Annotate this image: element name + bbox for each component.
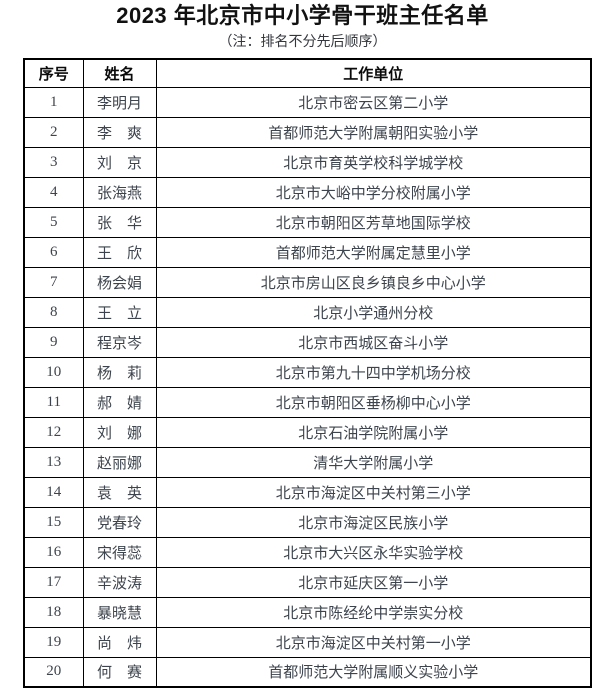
work-unit-cell: 清华大学附属小学 [155,446,592,478]
teacher-name-cell: 赵丽娜 [82,446,157,478]
teacher-name-cell: 宋得蕊 [82,536,157,568]
work-unit-cell: 北京市海淀区中关村第三小学 [155,476,592,508]
teacher-name-cell: 王 立 [82,296,157,328]
work-unit-cell: 北京市大峪中学分校附属小学 [155,176,592,208]
serial-number-cell: 7 [23,266,84,298]
table-row: 14 袁 英北京市海淀区中关村第三小学 [23,476,592,508]
teacher-name-cell: 王 欣 [82,236,157,268]
teacher-name-cell: 程京岑 [82,326,157,358]
col-header-name: 姓名 [82,58,157,88]
teacher-name-cell: 党春玲 [82,506,157,538]
table-row: 7 杨会娟 北京市房山区良乡镇良乡中心小学 [23,266,592,298]
work-unit-cell: 北京市朝阳区芳草地国际学校 [155,206,592,238]
work-unit-cell: 北京石油学院附属小学 [155,416,592,448]
serial-number-cell: 9 [23,326,84,358]
teacher-name-cell: 李 爽 [82,116,157,148]
work-unit-cell: 首都师范大学附属定慧里小学 [155,236,592,268]
roster-table: 序号 姓名 工作单位 1 李明月 北京市密云区第二小学 2 李 爽首都师范大学附属朝阳实… [23,58,592,688]
table-row: 19 尚 炜北京市海淀区中关村第一小学 [23,626,592,658]
serial-number-cell: 19 [23,626,84,658]
serial-number-cell: 20 [23,656,84,688]
roster-table-body: 1 李明月 北京市密云区第二小学 2 李 爽首都师范大学附属朝阳实验小学 3 刘 京北京市育… [23,86,592,688]
teacher-name-cell: 杨会娟 [82,266,157,298]
serial-number-cell: 4 [23,176,84,208]
teacher-name-cell: 何 赛 [82,656,157,688]
teacher-name-cell: 暴晓慧 [82,596,157,628]
serial-number-cell: 15 [23,506,84,538]
work-unit-cell: 北京市大兴区永华实验学校 [155,536,592,568]
table-header-row: 序号 姓名 工作单位 [23,58,592,88]
work-unit-cell: 北京市海淀区中关村第一小学 [155,626,592,658]
work-unit-cell: 首都师范大学附属顺义实验小学 [155,656,592,688]
serial-number-cell: 6 [23,236,84,268]
serial-number-cell: 2 [23,116,84,148]
teacher-name-cell: 郝 婧 [82,386,157,418]
teacher-name-cell: 张 华 [82,206,157,238]
serial-number-cell: 14 [23,476,84,508]
work-unit-cell: 北京市西城区奋斗小学 [155,326,592,358]
table-row: 15 党春玲 北京市海淀区民族小学 [23,506,592,538]
table-row: 9 程京岑 北京市西城区奋斗小学 [23,326,592,358]
work-unit-cell: 北京市第九十四中学机场分校 [155,356,592,388]
table-row: 10 杨 莉北京市第九十四中学机场分校 [23,356,592,388]
page-subtitle: （注：排名不分先后顺序） [218,35,387,50]
table-row: 18 暴晓慧 北京市陈经纶中学崇实分校 [23,596,592,628]
serial-number-cell: 1 [23,86,84,118]
table-row: 4 张海燕 北京市大峪中学分校附属小学 [23,176,592,208]
col-header-serial: 序号 [23,58,84,88]
work-unit-cell: 北京市房山区良乡镇良乡中心小学 [155,266,592,298]
serial-number-cell: 12 [23,416,84,448]
serial-number-cell: 5 [23,206,84,238]
serial-number-cell: 13 [23,446,84,478]
work-unit-cell: 北京市育英学校科学城学校 [155,146,592,178]
table-row: 20 何 赛首都师范大学附属顺义实验小学 [23,656,592,688]
teacher-name-cell: 张海燕 [82,176,157,208]
work-unit-cell: 北京市延庆区第一小学 [155,566,592,598]
table-row: 1 李明月 北京市密云区第二小学 [23,86,592,118]
table-row: 12 刘 娜北京石油学院附属小学 [23,416,592,448]
serial-number-cell: 16 [23,536,84,568]
table-row: 11 郝 婧北京市朝阳区垂杨柳中心小学 [23,386,592,418]
teacher-name-cell: 刘 京 [82,146,157,178]
serial-number-cell: 10 [23,356,84,388]
work-unit-cell: 北京市密云区第二小学 [155,86,592,118]
serial-number-cell: 18 [23,596,84,628]
table-row: 17 辛波涛 北京市延庆区第一小学 [23,566,592,598]
work-unit-cell: 北京市陈经纶中学崇实分校 [155,596,592,628]
work-unit-cell: 首都师范大学附属朝阳实验小学 [155,116,592,148]
work-unit-cell: 北京市朝阳区垂杨柳中心小学 [155,386,592,418]
teacher-name-cell: 尚 炜 [82,626,157,658]
serial-number-cell: 3 [23,146,84,178]
serial-number-cell: 17 [23,566,84,598]
work-unit-cell: 北京小学通州分校 [155,296,592,328]
page-title: 2023 年北京市中小学骨干班主任名单 [116,3,489,28]
col-header-work-unit: 工作单位 [155,58,592,88]
teacher-name-cell: 辛波涛 [82,566,157,598]
teacher-name-cell: 刘 娜 [82,416,157,448]
serial-number-cell: 8 [23,296,84,328]
teacher-name-cell: 袁 英 [82,476,157,508]
teacher-name-cell: 李明月 [82,86,157,118]
work-unit-cell: 北京市海淀区民族小学 [155,506,592,538]
teacher-name-cell: 杨 莉 [82,356,157,388]
table-row: 16 宋得蕊 北京市大兴区永华实验学校 [23,536,592,568]
serial-number-cell: 11 [23,386,84,418]
table-row: 13 赵丽娜 清华大学附属小学 [23,446,592,478]
